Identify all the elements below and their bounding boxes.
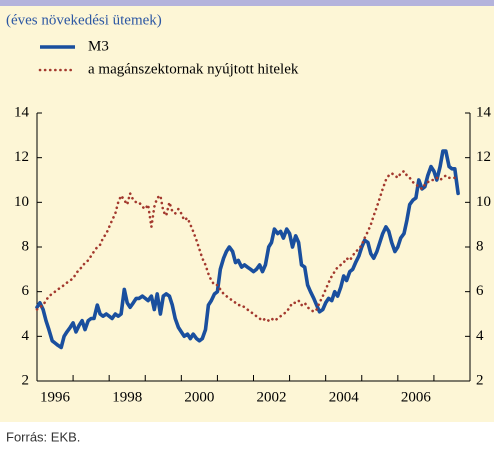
series-line [35, 169, 460, 322]
x-tick-label: 2002 [257, 389, 287, 405]
y2-tick-label: 2 [476, 372, 484, 388]
series-line [35, 149, 460, 350]
legend-label: a magánszektornak nyújtott hitelek [88, 61, 299, 77]
y-tick-label: 4 [22, 328, 30, 344]
legend-label: M3 [88, 38, 109, 54]
y2-tick-label: 14 [476, 104, 492, 120]
y2-tick-label: 10 [476, 194, 491, 210]
x-tick-label: 1996 [40, 389, 71, 405]
x-tick-label: 2006 [401, 389, 432, 405]
x-tick-label: 1998 [112, 389, 142, 405]
chart-subtitle: (éves növekedési ütemek) [6, 12, 162, 28]
x-tick-label: 2000 [184, 389, 214, 405]
y2-tick-label: 12 [476, 149, 491, 165]
y2-tick-label: 4 [476, 328, 484, 344]
source-note: Forrás: EKB. [6, 429, 80, 444]
y-tick-label: 14 [14, 104, 30, 120]
y2-tick-label: 8 [476, 238, 484, 254]
top-bar [0, 0, 494, 6]
y-tick-label: 12 [14, 149, 29, 165]
y-tick-label: 2 [22, 372, 30, 388]
y2-tick-label: 6 [476, 283, 484, 299]
panel [0, 6, 494, 422]
x-tick-label: 2004 [329, 389, 360, 405]
y-tick-label: 6 [22, 283, 30, 299]
y-tick-label: 10 [14, 194, 29, 210]
y-tick-label: 8 [22, 238, 30, 254]
